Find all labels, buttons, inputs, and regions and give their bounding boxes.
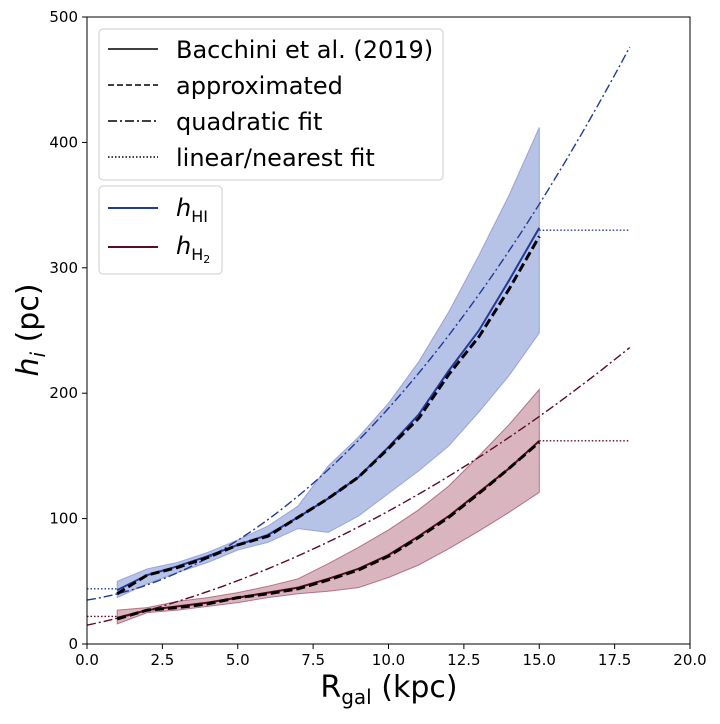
hi-bacchini-line — [116, 227, 541, 591]
y-axis-title-sub: i — [26, 352, 50, 358]
legend-h2-label-subsub: 2 — [203, 253, 210, 266]
legend-approximated-label: approximated — [176, 72, 343, 100]
y-tick-label: 0 — [68, 635, 78, 653]
h2-approximated-line — [116, 440, 541, 621]
legend-h2-label: hH2 — [176, 232, 210, 266]
legend-quadratic-label: quadratic fit — [176, 108, 322, 136]
hi-quadratic-fit-line — [86, 46, 631, 601]
y-axis-title-unit: (pc) — [11, 283, 46, 351]
legend-line-styles: Bacchini et al. (2019) approximated quad… — [98, 28, 444, 181]
y-tick-label: 200 — [49, 384, 78, 402]
x-tick-label: 7.5 — [301, 651, 325, 669]
h2-uncertainty-band — [116, 388, 540, 625]
legend-line-styles-frame — [98, 28, 444, 181]
x-tick-label: 10.0 — [372, 651, 405, 669]
x-axis-title: Rgal (kpc) — [320, 670, 457, 709]
legend-bacchini-label: Bacchini et al. (2019) — [176, 36, 433, 64]
x-tick-label: 20.0 — [673, 651, 706, 669]
y-axis-title: hi (pc) — [11, 283, 50, 376]
legend-hi-label: hHI — [176, 194, 208, 226]
x-tick-label: 2.5 — [150, 651, 174, 669]
x-axis-title-sub: gal — [341, 685, 372, 709]
x-tick-label: 17.5 — [598, 651, 631, 669]
x-tick-label: 12.5 — [447, 651, 480, 669]
y-tick-label: 500 — [49, 8, 78, 26]
y-tick-label: 400 — [49, 133, 78, 151]
legend-species: hHI hH2 — [98, 185, 223, 275]
x-tick-label: 0.0 — [75, 651, 99, 669]
h2-quadratic-fit-line — [86, 347, 631, 626]
legend-h2-label-sub: H — [191, 245, 203, 264]
y-tick-label: 100 — [49, 510, 78, 528]
x-axis-title-unit: (kpc) — [372, 670, 458, 705]
x-tick-label: 15.0 — [523, 651, 556, 669]
legend-linear-nearest-label: linear/nearest fit — [176, 144, 375, 172]
y-tick-label: 300 — [49, 259, 78, 277]
x-tick-label: 5.0 — [226, 651, 250, 669]
legend-hi-label-sub: HI — [191, 207, 208, 226]
